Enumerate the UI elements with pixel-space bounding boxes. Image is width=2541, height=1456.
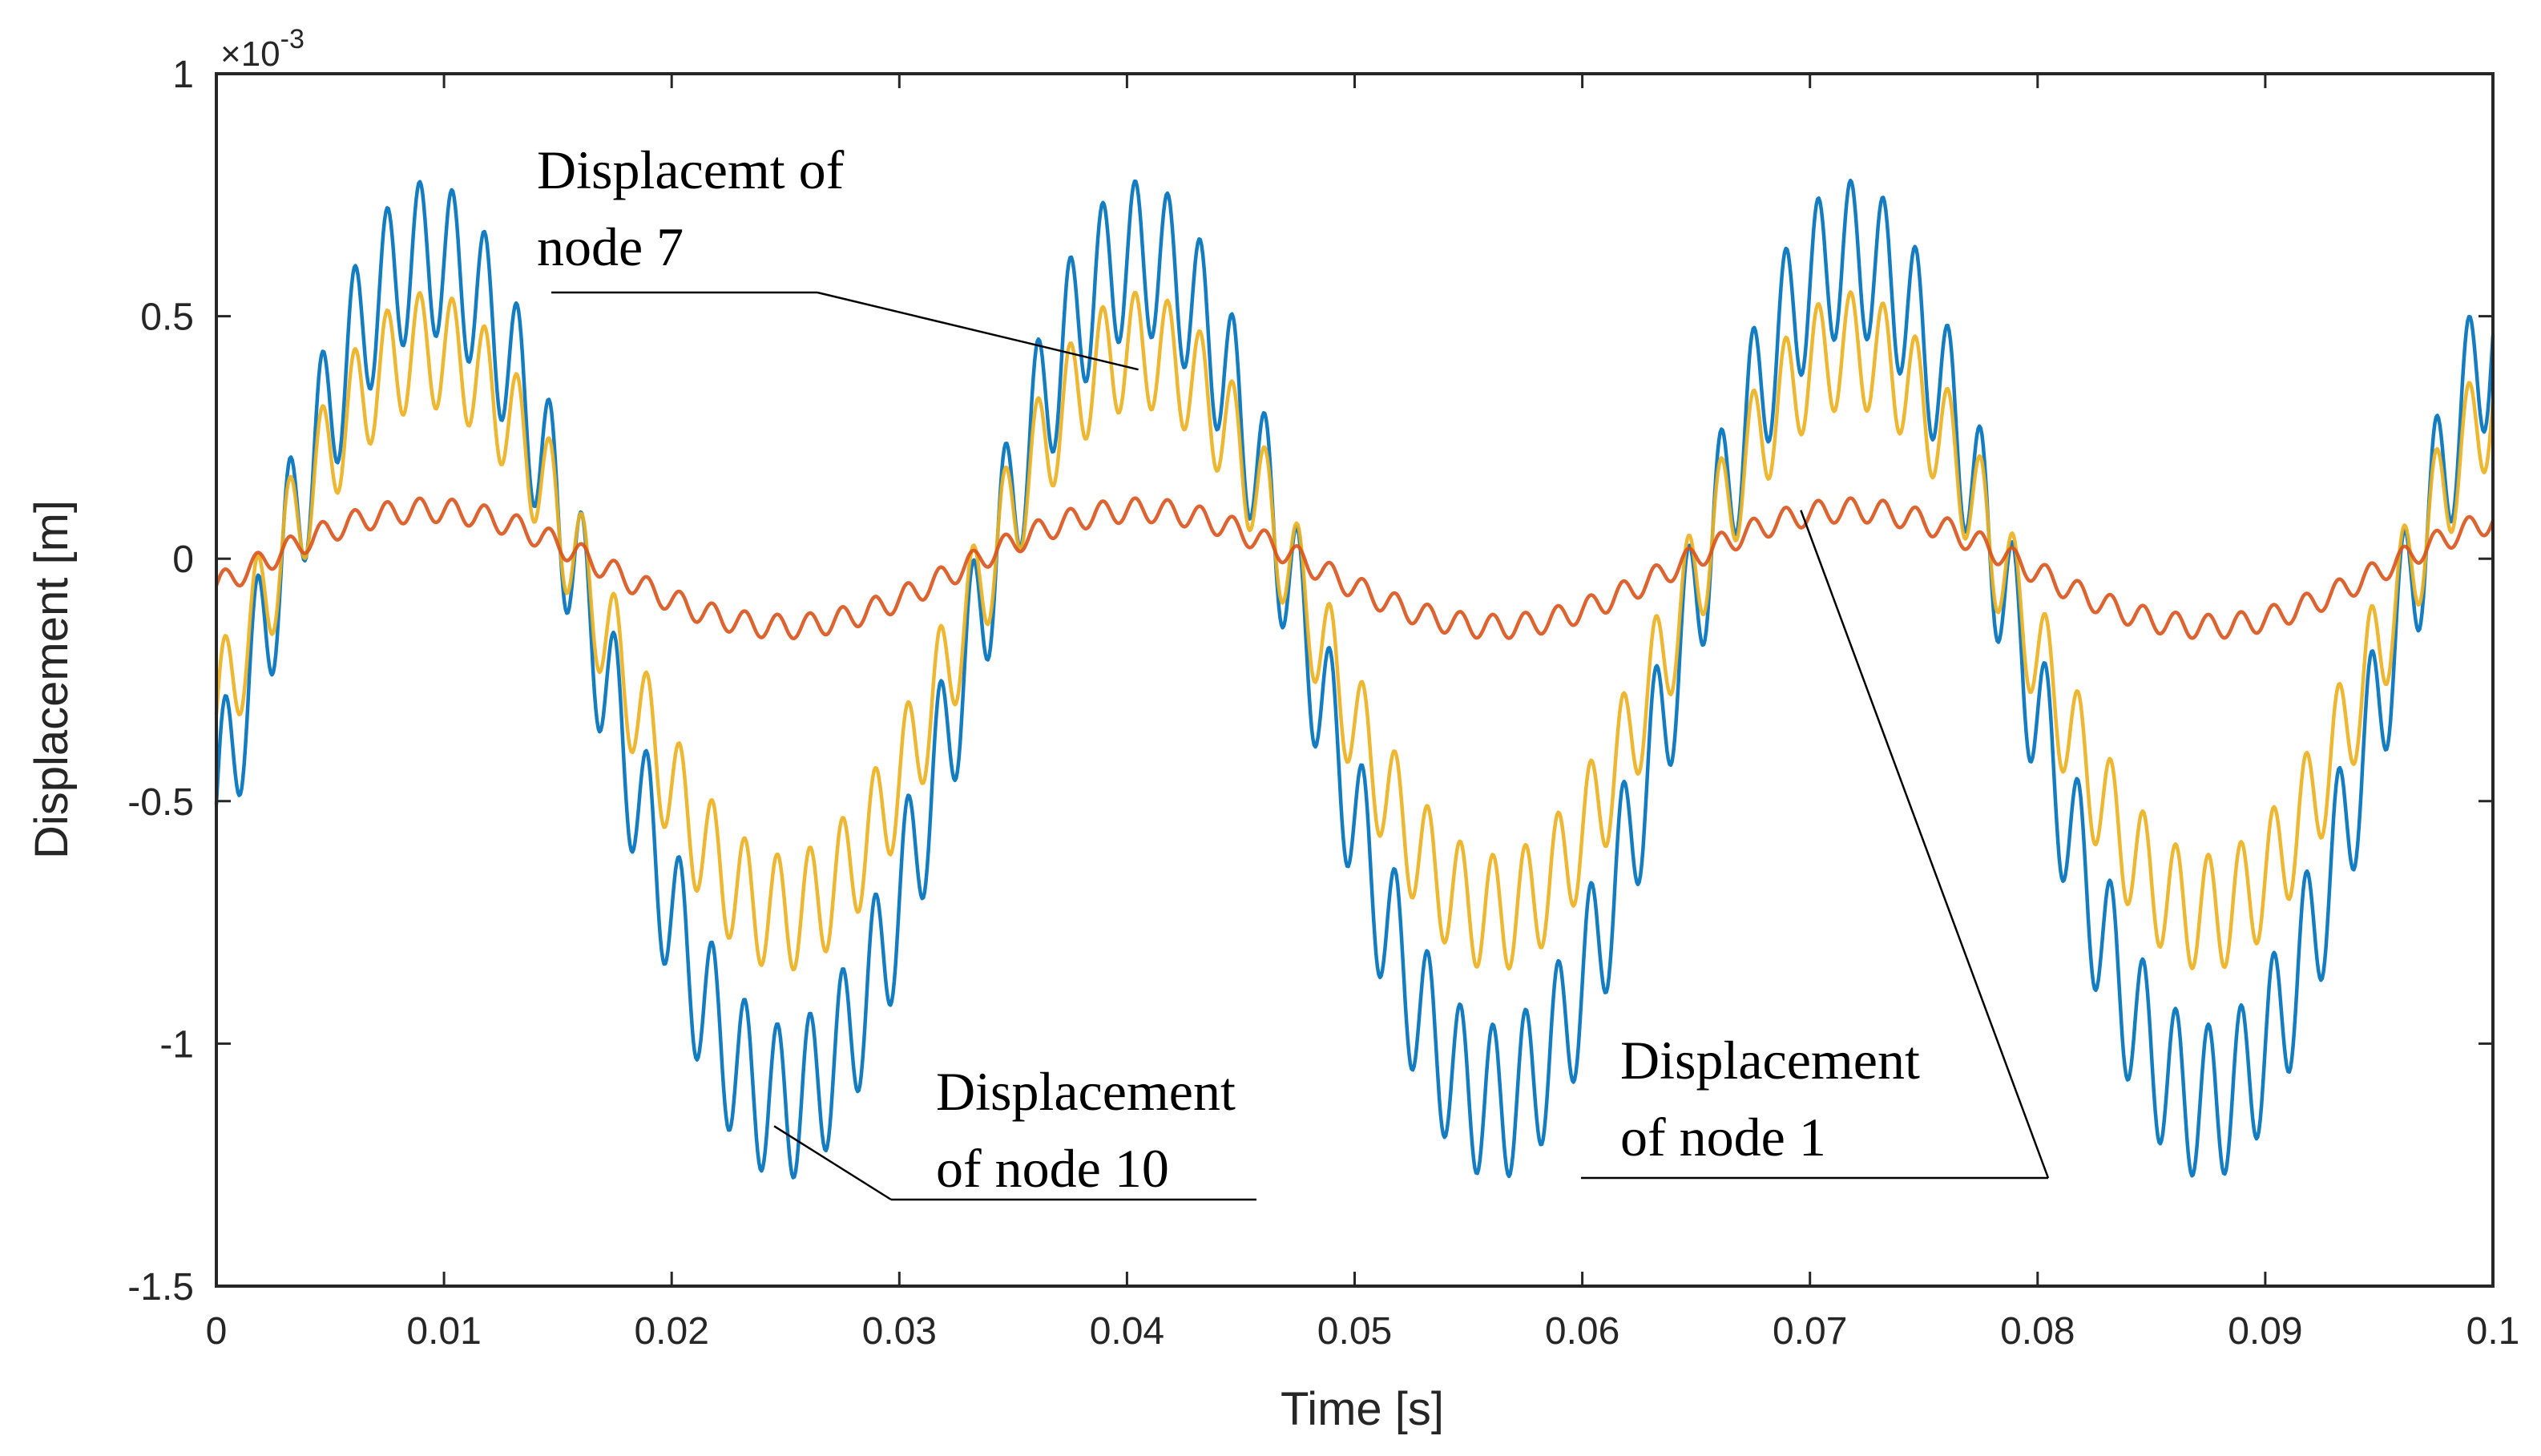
annotation-layer: Displacemt of node 7 Displacement of node 1… [537,139,2050,1201]
y-tick-label: -1 [159,1023,194,1066]
x-axis-title: Time [s] [1281,1383,1444,1435]
x-tick-label: 0.03 [862,1310,937,1353]
x-tick-label: 0.06 [1545,1310,1619,1353]
x-tick-label: 0.05 [1317,1310,1392,1353]
annotation-line: of node 1 [1620,1107,1826,1168]
y-tick-label: -1.5 [127,1266,194,1309]
x-tick-label: 0.04 [1090,1310,1164,1353]
annotation-line: Displacement [936,1061,1236,1122]
annotation-line: node 7 [537,216,684,277]
annotation-leader [817,291,1139,371]
series-line-2 [214,290,2495,972]
x-tick-label: 0.09 [2228,1310,2302,1353]
annotation-label: Displacement of node 1 [1620,1030,1920,1168]
y-tick-label: 0.5 [140,296,194,339]
annotation-line: Displacement [1620,1030,1920,1091]
y-exponent-label: ×10-3 [220,24,305,74]
series-line-3 [214,496,2495,640]
x-tick-label: 0.01 [406,1310,481,1353]
annotation-label: Displacement of node 10 [936,1061,1236,1199]
annotation-leader [1800,510,2050,1179]
y-exponent-power: -3 [280,24,305,54]
series-layer [214,178,2495,1180]
x-tick-label: 0 [206,1310,228,1353]
x-tick-label: 0.08 [2000,1310,2075,1353]
annotation-label: Displacemt of node 7 [537,139,845,277]
y-tick-label: 0 [172,538,194,581]
y-tick-label: 1 [172,54,194,96]
x-tick-label: 0.07 [1773,1310,1847,1353]
x-tick-label: 0.02 [634,1310,708,1353]
y-axis-title: Displacement [m] [26,500,78,859]
ticks-layer: 0 0.01 0.02 0.03 0.04 0.05 0.06 0.07 0.08 0.09 0.1… [127,54,2519,1353]
annotation-line: Displacemt of [537,139,845,200]
y-exponent-base: ×10 [220,34,280,74]
series-line-1 [214,178,2495,1180]
x-tick-label: 0.1 [2466,1310,2520,1353]
y-tick-label: -0.5 [127,781,194,824]
annotation-line: of node 10 [936,1138,1169,1199]
annotation-leader [773,1125,892,1201]
